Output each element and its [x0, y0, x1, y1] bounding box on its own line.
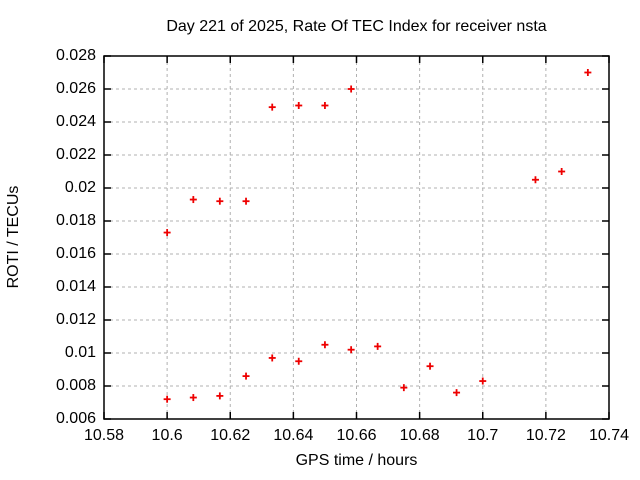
- y-tick-label: 0.024: [55, 113, 96, 130]
- x-tick-label: 10.64: [273, 427, 314, 444]
- x-tick-label: 10.68: [399, 427, 440, 444]
- y-tick-label: 0.008: [55, 377, 96, 394]
- y-tick-label: 0.026: [55, 80, 96, 97]
- x-tick-label: 10.58: [83, 427, 125, 444]
- y-tick-label: 0.012: [55, 311, 96, 328]
- y-tick-label: 0.006: [55, 410, 96, 427]
- x-axis-label: GPS time / hours: [295, 452, 418, 469]
- y-tick-label: 0.014: [55, 278, 96, 295]
- y-tick-label: 0.01: [64, 344, 96, 361]
- y-tick-label: 0.02: [64, 179, 96, 196]
- x-tick-label: 10.6: [151, 427, 183, 444]
- y-tick-label: 0.022: [55, 146, 96, 163]
- x-tick-label: 10.7: [467, 427, 499, 444]
- y-tick-label: 0.016: [55, 245, 96, 262]
- y-tick-label: 0.028: [55, 47, 96, 64]
- x-tick-label: 10.74: [588, 427, 630, 444]
- x-tick-label: 10.62: [210, 427, 251, 444]
- x-tick-label: 10.66: [336, 427, 377, 444]
- x-tick-label: 10.72: [525, 427, 566, 444]
- chart-title: Day 221 of 2025, Rate Of TEC Index for r…: [166, 18, 547, 35]
- y-tick-label: 0.018: [55, 212, 96, 229]
- y-axis-label: ROTI / TECUs: [5, 185, 22, 289]
